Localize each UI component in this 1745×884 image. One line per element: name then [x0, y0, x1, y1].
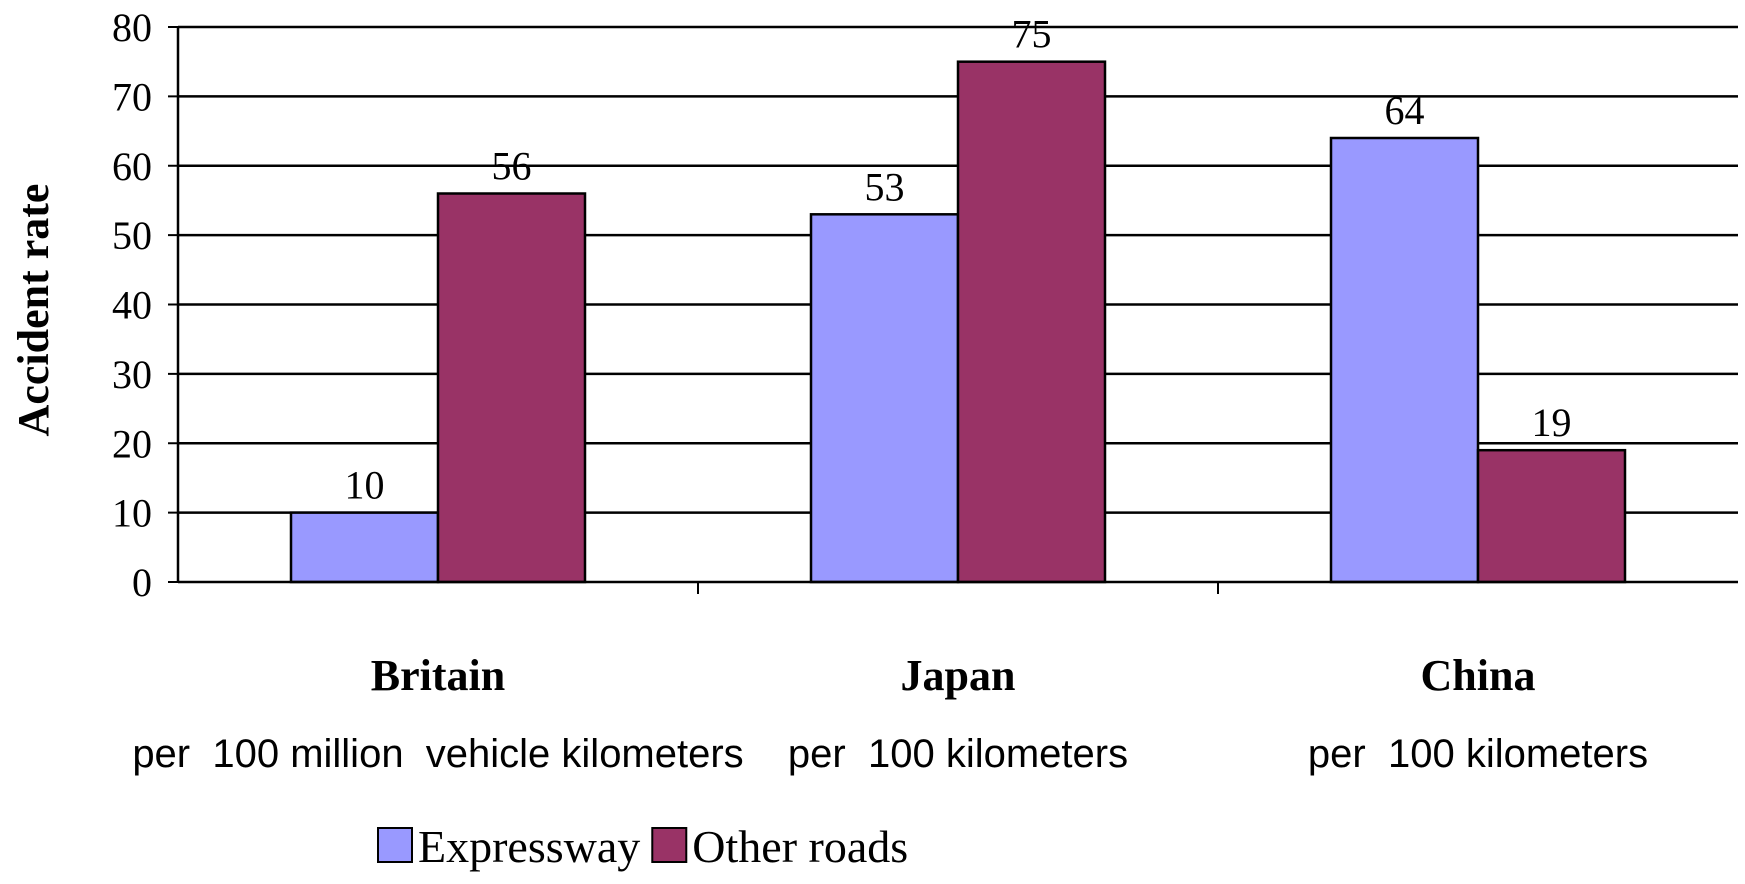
- category-sublabel: per 100 kilometers: [1308, 732, 1648, 776]
- category-label: Britain: [371, 651, 505, 700]
- data-label: 53: [865, 164, 905, 209]
- category-sublabel: per 100 kilometers: [788, 732, 1128, 776]
- bar-other-roads-china: [1476, 448, 1627, 584]
- bar-other-roads-japan: [956, 60, 1107, 584]
- data-label: 56: [492, 144, 532, 189]
- legend-label: Expressway: [418, 821, 640, 872]
- category-labels: Britain per 100 million vehicle kilometer…: [132, 651, 1648, 776]
- y-tick-label: 0: [132, 560, 152, 605]
- y-tick-label: 50: [112, 213, 152, 258]
- bar-other-roads-britain: [436, 192, 587, 584]
- y-tick-label: 30: [112, 352, 152, 397]
- category-sublabel: per 100 million vehicle kilometers: [132, 732, 743, 776]
- y-tick-label: 70: [112, 74, 152, 119]
- category-label: China: [1421, 651, 1536, 700]
- bar-expressway-japan: [809, 213, 960, 584]
- bar-expressway-china: [1329, 136, 1480, 584]
- legend-swatch: [377, 827, 413, 863]
- y-tick-label: 10: [112, 491, 152, 536]
- data-labels: 10 56 53 75 64 19: [345, 12, 1572, 508]
- y-tick-labels: 0 10 20 30 40 50 60 70 80: [112, 5, 152, 605]
- data-label: 64: [1385, 88, 1425, 133]
- y-tick-label: 40: [112, 283, 152, 328]
- bars: [289, 60, 1627, 584]
- data-label: 19: [1532, 400, 1572, 445]
- data-label: 10: [345, 463, 385, 508]
- legend-swatch: [651, 827, 688, 863]
- legend: Expressway Other roads: [377, 821, 908, 872]
- y-tick-label: 80: [112, 5, 152, 50]
- legend-label: Other roads: [692, 821, 908, 872]
- bar-expressway-britain: [289, 511, 440, 584]
- category-label: Japan: [901, 651, 1016, 700]
- y-tick-label: 60: [112, 144, 152, 189]
- data-label: 75: [1012, 12, 1052, 57]
- y-tick-label: 20: [112, 421, 152, 466]
- axes: [168, 26, 1738, 594]
- y-axis-title: Accident rate: [9, 184, 58, 437]
